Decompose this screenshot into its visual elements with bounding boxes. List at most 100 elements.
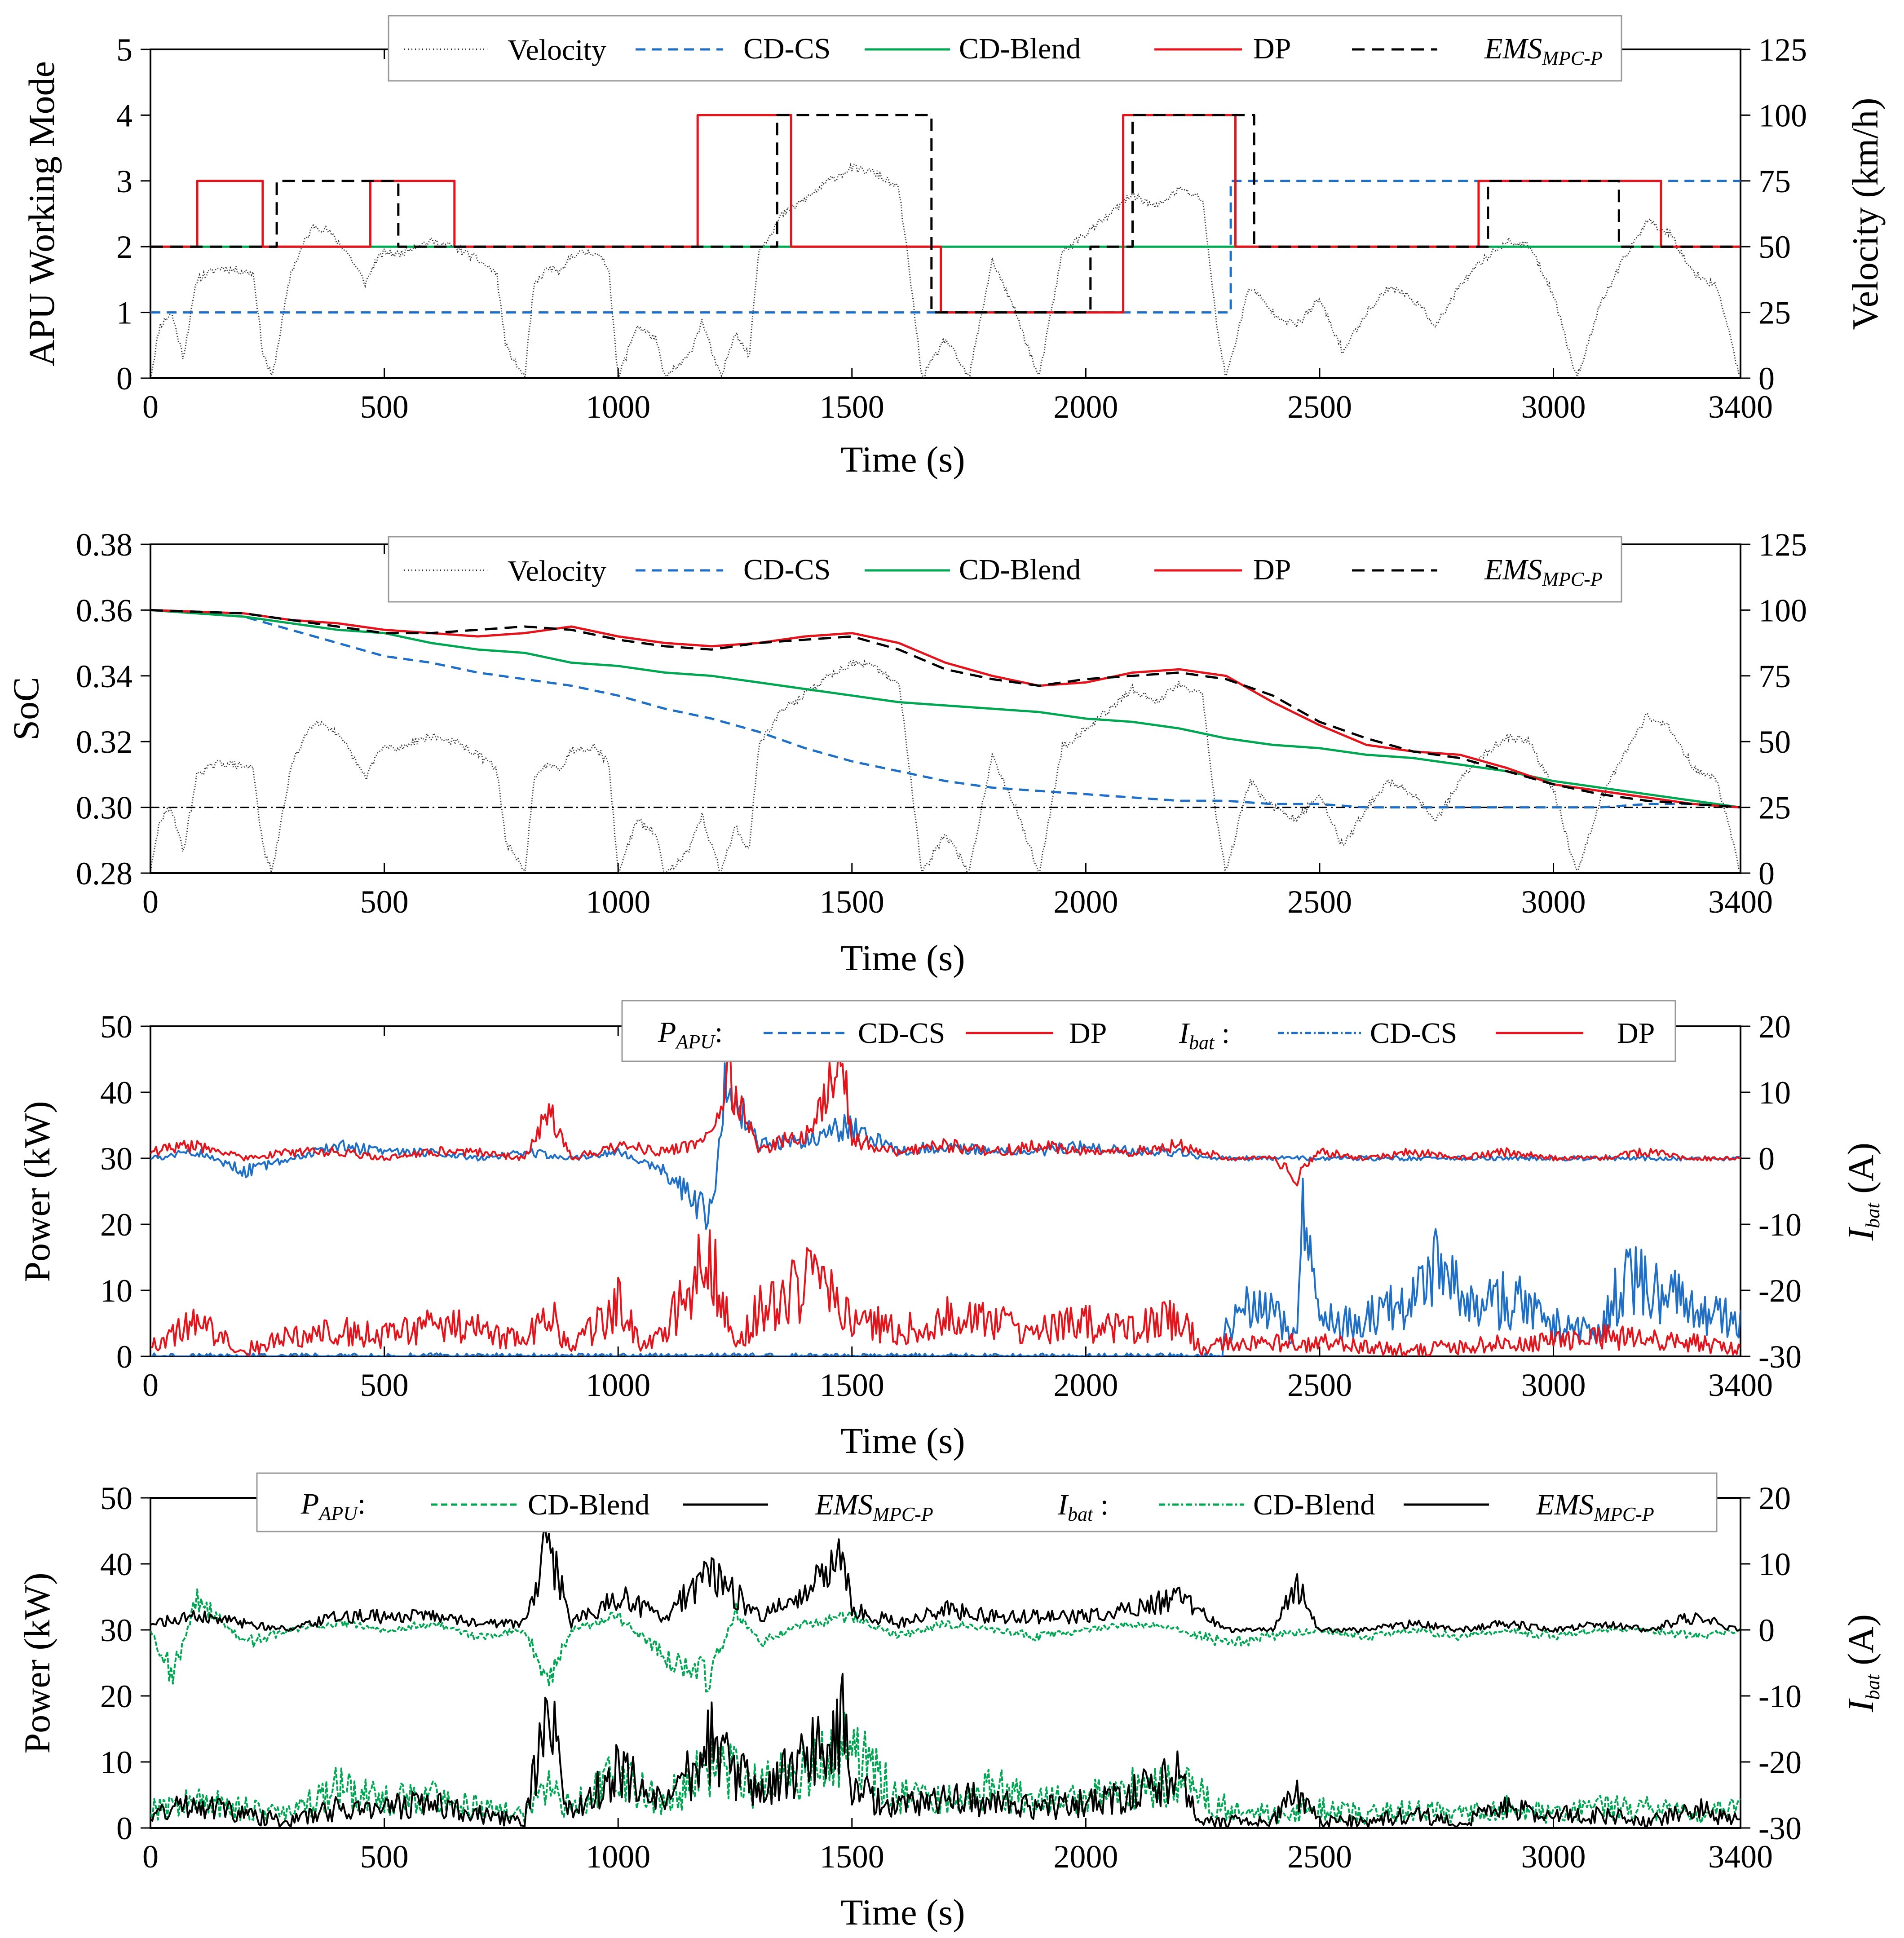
x-tick-label: 3400 — [1708, 389, 1773, 425]
legend-label-p-cd-blend: CD-Blend — [528, 1488, 649, 1521]
y-tick-label: 0.36 — [76, 592, 133, 628]
legend-label-p-cd-cs: CD-CS — [858, 1017, 945, 1050]
x-tick-label: 2000 — [1053, 1367, 1118, 1403]
legend-label-cd-blend: CD-Blend — [959, 553, 1081, 586]
x-tick-label: 1500 — [820, 389, 884, 425]
legend-label-cd-cs: CD-CS — [743, 32, 831, 65]
velocity-line — [150, 163, 1741, 378]
power-cd_cs — [150, 1178, 1741, 1356]
series-layer — [150, 1039, 1741, 1356]
x-axis-label: Time (s) — [840, 1420, 965, 1461]
panel-apu-mode: 0 500 1000 1500 2000 2500 3000 3400012345025507… — [21, 15, 1886, 480]
y2-tick-label: 125 — [1758, 32, 1807, 68]
legend: PAPU: CD-Blend EMSMPC-P Ibat : CD-Blend … — [256, 1472, 1718, 1532]
y2-tick-label: -10 — [1758, 1678, 1802, 1714]
x-tick-label: 1500 — [820, 1839, 884, 1875]
power-dp — [150, 1229, 1741, 1356]
legend-label-p-ems: EMSMPC-P — [815, 1488, 933, 1525]
y-tick-label: 0.34 — [76, 658, 133, 694]
series-dp — [150, 114, 1741, 314]
x-tick-label: 2500 — [1287, 884, 1352, 920]
x-tick-label: 2000 — [1053, 884, 1118, 920]
tick-layer: 0 500 1000 1500 2000 2500 3000 3400 0.28 0.30 0.32… — [76, 527, 1807, 920]
panel-power-blend-ems: 0 500 1000 1500 2000 2500 3000 3400 0 10 20 30 40 50 -… — [17, 1472, 1884, 1933]
legend-group-label-p-apu: PAPU: — [658, 1016, 723, 1053]
y2-tick-label: 75 — [1758, 658, 1791, 694]
current-dp — [150, 1039, 1741, 1187]
series-dp — [150, 609, 1741, 809]
y-tick-label: 1 — [116, 295, 133, 331]
series-layer — [150, 114, 1741, 378]
x-tick-label: 2000 — [1053, 1839, 1118, 1875]
series-cd_cs — [150, 609, 1741, 809]
y-axis-label: Power (kW) — [17, 1572, 57, 1753]
plot-frame — [150, 49, 1741, 379]
panel-power-cdcs-dp: 0 500 1000 1500 2000 2500 3000 3400 0 10 20 30 40 50 -… — [17, 1000, 1884, 1461]
y-tick-label: 50 — [100, 1009, 133, 1045]
y2-tick-label: -10 — [1758, 1207, 1802, 1243]
x-tick-label: 3400 — [1708, 884, 1773, 920]
x-tick-label: 3400 — [1708, 1367, 1773, 1403]
legend-label-ems: EMSMPC-P — [1484, 32, 1603, 69]
x-tick-label: 3400 — [1708, 1839, 1773, 1875]
x-tick-label: 0 — [142, 389, 159, 425]
tick-layer: 0 500 1000 1500 2000 2500 3000 3400 0 10 20 30 40 50 -… — [100, 1009, 1802, 1403]
y-tick-label: 20 — [100, 1678, 133, 1714]
x-tick-label: 1500 — [820, 884, 884, 920]
legend-group-label-p-apu: PAPU: — [300, 1488, 366, 1524]
y2-tick-label: -30 — [1758, 1339, 1802, 1375]
series-layer — [150, 609, 1741, 873]
current-cd_cs — [150, 1062, 1741, 1230]
x-axis-label: Time (s) — [840, 937, 965, 978]
x-tick-label: 1000 — [586, 1367, 650, 1403]
x-tick-label: 3000 — [1521, 884, 1586, 920]
y2-tick-label: -20 — [1758, 1273, 1802, 1309]
y-tick-label: 50 — [100, 1480, 133, 1516]
y-tick-label: 10 — [100, 1744, 133, 1780]
y-tick-label: 40 — [100, 1075, 133, 1111]
legend-label-i-cd-cs: CD-CS — [1370, 1017, 1457, 1050]
y2-tick-label: 20 — [1758, 1480, 1791, 1516]
x-tick-label: 500 — [360, 389, 409, 425]
y2-tick-label: -30 — [1758, 1810, 1802, 1846]
y-tick-label: 0 — [116, 361, 133, 397]
legend-label-i-dp: DP — [1617, 1017, 1655, 1050]
y2-tick-label: 75 — [1758, 163, 1791, 199]
y-tick-label: 30 — [100, 1612, 133, 1648]
x-tick-label: 2500 — [1287, 1839, 1352, 1875]
y-tick-label: 30 — [100, 1141, 133, 1177]
legend-label-i-ems: EMSMPC-P — [1536, 1488, 1654, 1525]
y-tick-label: 0.32 — [76, 724, 133, 760]
y-axis-label: SoC — [5, 677, 46, 740]
x-tick-label: 500 — [360, 884, 409, 920]
y-tick-label: 20 — [100, 1207, 133, 1243]
y-tick-label: 0 — [116, 1339, 133, 1375]
legend-label-cd-cs: CD-CS — [743, 553, 831, 586]
x-tick-label: 500 — [360, 1839, 409, 1875]
y2-axis-label: Ibat (A) — [1840, 1614, 1884, 1713]
y2-tick-label: 125 — [1758, 527, 1807, 563]
legend: Velocity CD-CS CD-Blend DP EMSMPC-P — [388, 536, 1622, 603]
legend-label-velocity: Velocity — [508, 555, 606, 587]
series-layer — [150, 1526, 1741, 1828]
legend: PAPU: CD-CS DP Ibat : CD-CS DP — [621, 1000, 1676, 1062]
y2-tick-label: 0 — [1758, 1612, 1775, 1648]
y-tick-label: 0.30 — [76, 790, 133, 826]
current-cd_blend — [150, 1588, 1741, 1693]
x-tick-label: 3000 — [1521, 1839, 1586, 1875]
current-ems — [150, 1526, 1741, 1633]
y2-tick-label: 100 — [1758, 592, 1807, 628]
y-tick-label: 0.28 — [76, 856, 133, 892]
x-tick-label: 500 — [360, 1367, 409, 1403]
y2-tick-label: 0 — [1758, 856, 1775, 892]
velocity-line — [150, 659, 1741, 873]
legend-label-p-dp: DP — [1069, 1017, 1107, 1050]
y-tick-label: 5 — [116, 32, 133, 68]
y2-tick-label: 50 — [1758, 229, 1791, 265]
y2-tick-label: 10 — [1758, 1075, 1791, 1111]
legend-label-cd-blend: CD-Blend — [959, 32, 1081, 65]
x-axis-label: Time (s) — [840, 1892, 965, 1933]
x-axis-label: Time (s) — [840, 439, 965, 480]
x-tick-label: 1000 — [586, 884, 650, 920]
x-tick-label: 2500 — [1287, 389, 1352, 425]
